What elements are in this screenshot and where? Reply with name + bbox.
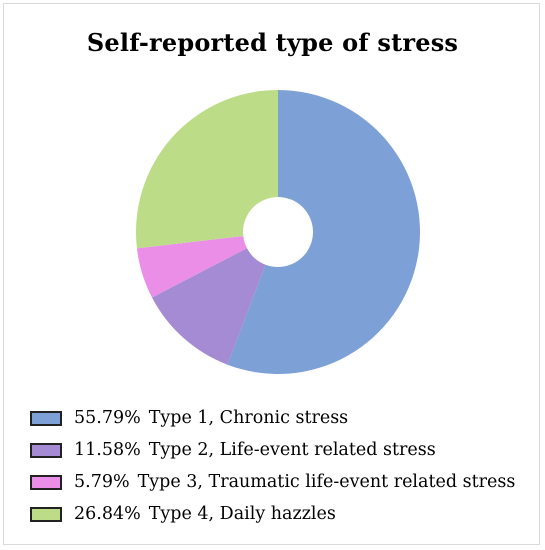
legend-item-type-3: 5.79% Type 3, Traumatic life-event relat… <box>30 466 530 498</box>
legend-percent-type-4: 26.84% <box>74 504 141 524</box>
donut-slice-type-4 <box>136 90 278 249</box>
donut-slices <box>136 90 420 374</box>
donut-slice-type-1 <box>227 90 420 374</box>
legend-label-type-3: Type 3, Traumatic life-event related str… <box>137 472 516 492</box>
legend-label-type-4: Type 4, Daily hazzles <box>148 504 336 524</box>
chart-legend: 55.79% Type 1, Chronic stress 11.58% Typ… <box>30 402 530 530</box>
legend-label-type-2: Type 2, Life-event related stress <box>148 440 436 460</box>
legend-item-type-4: 26.84% Type 4, Daily hazzles <box>30 498 530 530</box>
legend-percent-type-1: 55.79% <box>74 408 141 428</box>
legend-swatch-type-3 <box>30 474 62 490</box>
legend-swatch-type-1 <box>30 410 62 426</box>
donut-slice-type-2 <box>152 248 266 365</box>
legend-item-type-1: 55.79% Type 1, Chronic stress <box>30 402 530 434</box>
legend-swatch-type-2 <box>30 442 62 458</box>
legend-percent-type-2: 11.58% <box>74 440 141 460</box>
legend-label-type-1: Type 1, Chronic stress <box>148 408 349 428</box>
chart-title: Self-reported type of stress <box>86 28 459 57</box>
legend-percent-type-3: 5.79% <box>74 472 130 492</box>
legend-swatch-type-4 <box>30 506 62 522</box>
legend-item-type-2: 11.58% Type 2, Life-event related stress <box>30 434 530 466</box>
donut-slice-type-3 <box>136 236 247 298</box>
